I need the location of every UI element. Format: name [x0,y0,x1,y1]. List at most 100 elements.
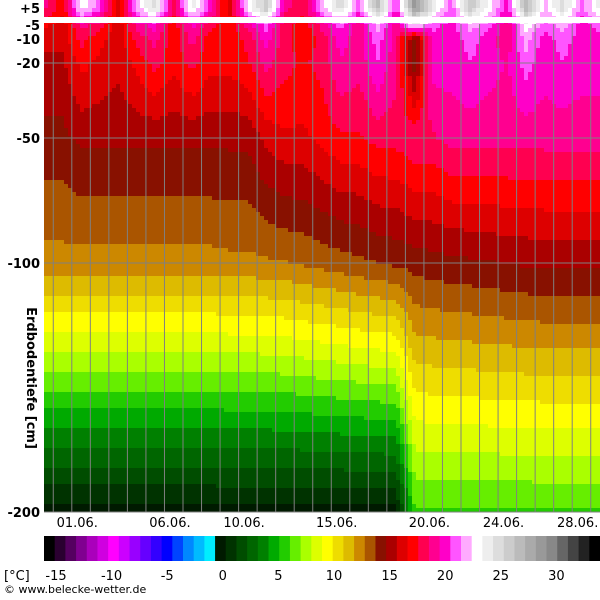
heatmap-cell [44,252,48,256]
heatmap-cell [48,472,52,476]
heatmap-cell [84,80,88,84]
heatmap-cell [132,384,136,388]
heatmap-cell [44,32,48,36]
heatmap-cell [92,200,96,204]
heatmap-cell [180,264,184,268]
heatmap-cell [120,260,124,264]
heatmap-cell [176,172,180,176]
heatmap-cell [180,164,184,168]
heatmap-cell [76,148,80,152]
heatmap-cell [180,92,184,96]
heatmap-cell [48,120,52,124]
heatmap-cell [72,244,76,248]
heatmap-cell [180,352,184,356]
heatmap-cell [188,416,192,420]
heatmap-cell [156,156,160,160]
heatmap-cell [84,160,88,164]
heatmap-cell [168,128,172,132]
heatmap-cell [172,296,176,300]
heatmap-cell [104,400,108,404]
heatmap-cell [76,32,80,36]
heatmap-cell [68,212,72,216]
heatmap-cell [76,412,80,416]
heatmap-cell [184,372,188,376]
heatmap-cell [192,164,196,168]
heatmap-cell [120,256,124,260]
heatmap-cell [184,296,188,300]
heatmap-cell [68,448,72,452]
heatmap-cell [172,152,176,156]
heatmap-cell [164,168,168,172]
heatmap-cell [172,492,176,496]
heatmap-cell [188,120,192,124]
heatmap-cell [124,164,128,168]
heatmap-cell [120,148,124,152]
heatmap-cell [184,388,188,392]
heatmap-cell [84,288,88,292]
heatmap-cell [172,220,176,224]
heatmap-cell [184,180,188,184]
heatmap-cell [120,352,124,356]
heatmap-cell [92,196,96,200]
heatmap-cell [176,28,180,32]
heatmap-cell [164,88,168,92]
heatmap-cell [168,140,172,144]
heatmap-cell [128,380,132,384]
heatmap-cell [96,332,100,336]
heatmap-cell [76,252,80,256]
heatmap-cell [188,188,192,192]
heatmap-cell [84,328,88,332]
heatmap-cell [136,344,140,348]
heatmap-cell [76,348,80,352]
heatmap-cell [76,156,80,160]
heatmap-cell [132,216,136,220]
heatmap-cell [64,28,68,32]
heatmap-cell [112,0,116,4]
heatmap-cell [116,408,120,412]
heatmap-cell [132,24,136,28]
heatmap-cell [180,204,184,208]
heatmap-cell [112,220,116,224]
heatmap-cell [64,248,68,252]
heatmap-cell [96,40,100,44]
heatmap-cell [76,76,80,80]
heatmap-cell [184,324,188,328]
heatmap-cell [48,336,52,340]
heatmap-cell [52,152,56,156]
heatmap-cell [148,52,152,56]
heatmap-cell [180,12,184,16]
heatmap-cell [108,264,112,268]
heatmap-cell [176,124,180,128]
heatmap-cell [104,276,108,280]
heatmap-cell [132,324,136,328]
heatmap-cell [96,508,100,512]
heatmap-cell [168,120,172,124]
heatmap-cell [68,328,72,332]
heatmap-cell [96,68,100,72]
heatmap-cell [52,28,56,32]
heatmap-cell [76,336,80,340]
heatmap-cell [52,48,56,52]
heatmap-cell [116,44,120,48]
heatmap-cell [132,72,136,76]
heatmap-cell [156,36,160,40]
heatmap-cell [168,268,172,272]
heatmap-cell [136,68,140,72]
heatmap-cell [128,232,132,236]
heatmap-cell [52,260,56,264]
heatmap-cell [124,264,128,268]
heatmap-cell [184,476,188,480]
heatmap-cell [136,100,140,104]
heatmap-cell [116,424,120,428]
heatmap-cell [156,440,160,444]
heatmap-cell [80,392,84,396]
heatmap-cell [92,364,96,368]
heatmap-cell [148,244,152,248]
heatmap-cell [108,76,112,80]
heatmap-cell [196,328,200,332]
heatmap-cell [68,252,72,256]
heatmap-cell [140,32,144,36]
heatmap-cell [80,444,84,448]
heatmap-cell [76,264,80,268]
heatmap-cell [72,272,76,276]
